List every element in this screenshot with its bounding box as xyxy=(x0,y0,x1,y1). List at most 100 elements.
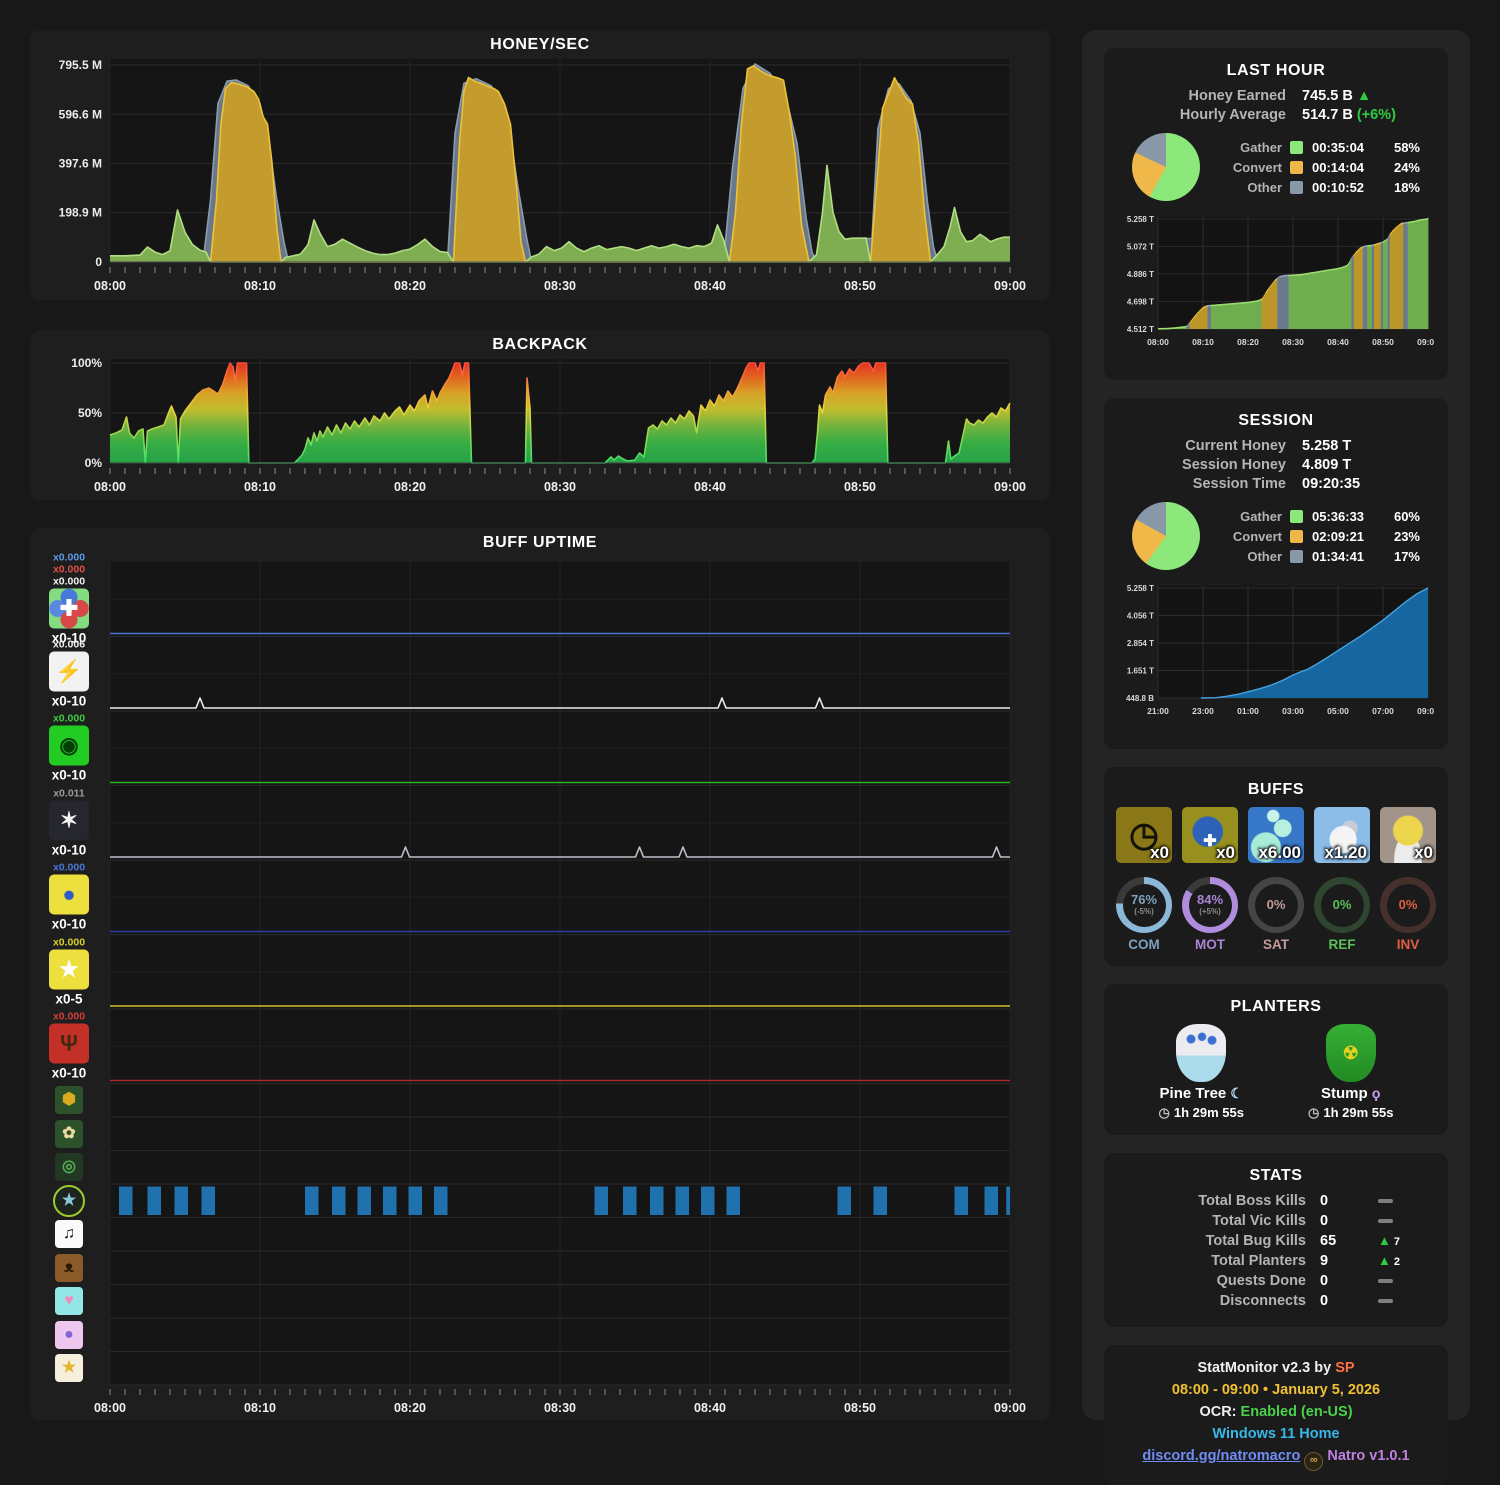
gauge-ring: 84%(+5%) xyxy=(1182,877,1238,933)
gauge-ring: 0% xyxy=(1314,877,1370,933)
up-triangle-icon: ▲ xyxy=(1378,1253,1391,1268)
stat-value-text: 745.5 B xyxy=(1302,88,1353,104)
planter-name: Stump ϙ xyxy=(1321,1085,1380,1102)
buffs-title: BUFFS xyxy=(1118,781,1434,799)
legend-pct: 17% xyxy=(1386,549,1420,564)
bubble-buff-icon: x6.00 xyxy=(1248,807,1304,863)
stats-label: Disconnects xyxy=(1118,1293,1306,1309)
svg-text:08:00: 08:00 xyxy=(1147,337,1169,347)
planter-timer-text: 1h 29m 55s xyxy=(1174,1105,1244,1120)
stats-label: Total Bug Kills xyxy=(1118,1233,1306,1249)
stats-delta xyxy=(1378,1293,1448,1309)
svg-text:2.854 T: 2.854 T xyxy=(1127,639,1154,648)
stat-value-text: 5.258 T xyxy=(1302,438,1351,454)
svg-text:08:30: 08:30 xyxy=(544,279,576,293)
legend-name: Gather xyxy=(1216,140,1282,155)
svg-text:08:50: 08:50 xyxy=(1372,337,1394,347)
up-triangle-icon: ▲ xyxy=(1378,1233,1391,1248)
buff-multiplier-value: x0 xyxy=(1414,843,1433,863)
stats-delta-count: 2 xyxy=(1391,1256,1400,1268)
honey-chart-title: HONEY/SEC xyxy=(30,36,1050,54)
gauge-mot: 84%(+5%)MOT xyxy=(1182,877,1238,952)
stats-delta: ▲ 2 xyxy=(1378,1253,1448,1269)
svg-text:09:00: 09:00 xyxy=(994,1401,1026,1415)
planter-name-text: Pine Tree xyxy=(1160,1085,1231,1102)
stat-value: 745.5 B ▲ xyxy=(1302,88,1434,104)
about-text: Natro v1.0.1 xyxy=(1323,1448,1409,1464)
about-text: Enabled (en-US) xyxy=(1241,1404,1353,1420)
stat-value: 5.258 T xyxy=(1302,438,1434,454)
gauge-sub-value: (+5%) xyxy=(1199,908,1221,917)
svg-text:08:00: 08:00 xyxy=(94,279,126,293)
buff-multiplier-value: x1.20 xyxy=(1324,843,1367,863)
svg-text:08:10: 08:10 xyxy=(244,279,276,293)
buff-multiplier-value: x0 xyxy=(1150,843,1169,863)
stopwatch-icon: ◷ xyxy=(1308,1105,1319,1120)
legend-pct: 23% xyxy=(1386,529,1420,544)
stats-label: Total Planters xyxy=(1118,1253,1306,1269)
last-hour-trend-chart: 08:0008:1008:2008:3008:4008:5009:005.258… xyxy=(1118,211,1434,361)
svg-text:448.8 B: 448.8 B xyxy=(1126,694,1154,703)
stat-value: 09:20:35 xyxy=(1302,476,1434,492)
legend-time: 01:34:41 xyxy=(1312,549,1378,564)
gauge-ring: 0% xyxy=(1380,877,1436,933)
svg-text:50%: 50% xyxy=(78,406,102,420)
svg-text:08:10: 08:10 xyxy=(1192,337,1214,347)
svg-text:5.258 T: 5.258 T xyxy=(1127,215,1154,224)
legend-name: Convert xyxy=(1216,160,1282,175)
stopwatch-icon: ◷ xyxy=(1159,1105,1170,1120)
gauge-ring: 76%(-5%) xyxy=(1116,877,1172,933)
planter-timer: ◷1h 29m 55s xyxy=(1308,1105,1393,1121)
about-line: discord.gg/natromacro ∞ Natro v1.0.1 xyxy=(1118,1445,1434,1471)
svg-text:795.5 M: 795.5 M xyxy=(59,58,102,72)
svg-text:4.698 T: 4.698 T xyxy=(1127,298,1154,307)
stats-value: 0 xyxy=(1320,1273,1364,1289)
about-line: StatMonitor v2.3 by SP xyxy=(1118,1357,1434,1379)
about-line: Windows 11 Home xyxy=(1118,1423,1434,1445)
svg-text:08:10: 08:10 xyxy=(244,1401,276,1415)
stat-value-text: 514.7 B xyxy=(1302,107,1353,123)
legend-time: 00:14:04 xyxy=(1312,160,1378,175)
legend-swatch xyxy=(1290,530,1303,543)
stat-label: Session Time xyxy=(1118,476,1286,492)
last-hour-pie-chart xyxy=(1132,133,1200,201)
gauge-label: COM xyxy=(1128,937,1160,952)
svg-text:0%: 0% xyxy=(85,456,103,470)
svg-text:09:00: 09:00 xyxy=(1417,337,1434,347)
svg-text:100%: 100% xyxy=(71,356,102,370)
stat-label: Session Honey xyxy=(1118,457,1286,473)
planter-name-text: Stump xyxy=(1321,1085,1372,1102)
about-text: OCR: xyxy=(1199,1404,1240,1420)
legend-swatch xyxy=(1290,181,1303,194)
svg-text:08:20: 08:20 xyxy=(394,1401,426,1415)
gauge-value: 0% xyxy=(1399,898,1418,912)
svg-text:08:20: 08:20 xyxy=(1237,337,1259,347)
discord-link[interactable]: discord.gg/natromacro xyxy=(1142,1448,1300,1464)
stats-label: Total Boss Kills xyxy=(1118,1193,1306,1209)
legend-name: Other xyxy=(1216,180,1282,195)
planter-timer: ◷ 1h 29m 55s xyxy=(1159,1105,1244,1121)
no-change-dash xyxy=(1378,1199,1393,1203)
clock-buff-icon: ◷x0 xyxy=(1116,807,1172,863)
legend-pct: 58% xyxy=(1386,140,1420,155)
svg-text:4.512 T: 4.512 T xyxy=(1127,325,1154,334)
legend-name: Gather xyxy=(1216,509,1282,524)
stat-value-text: 4.809 T xyxy=(1302,457,1351,473)
